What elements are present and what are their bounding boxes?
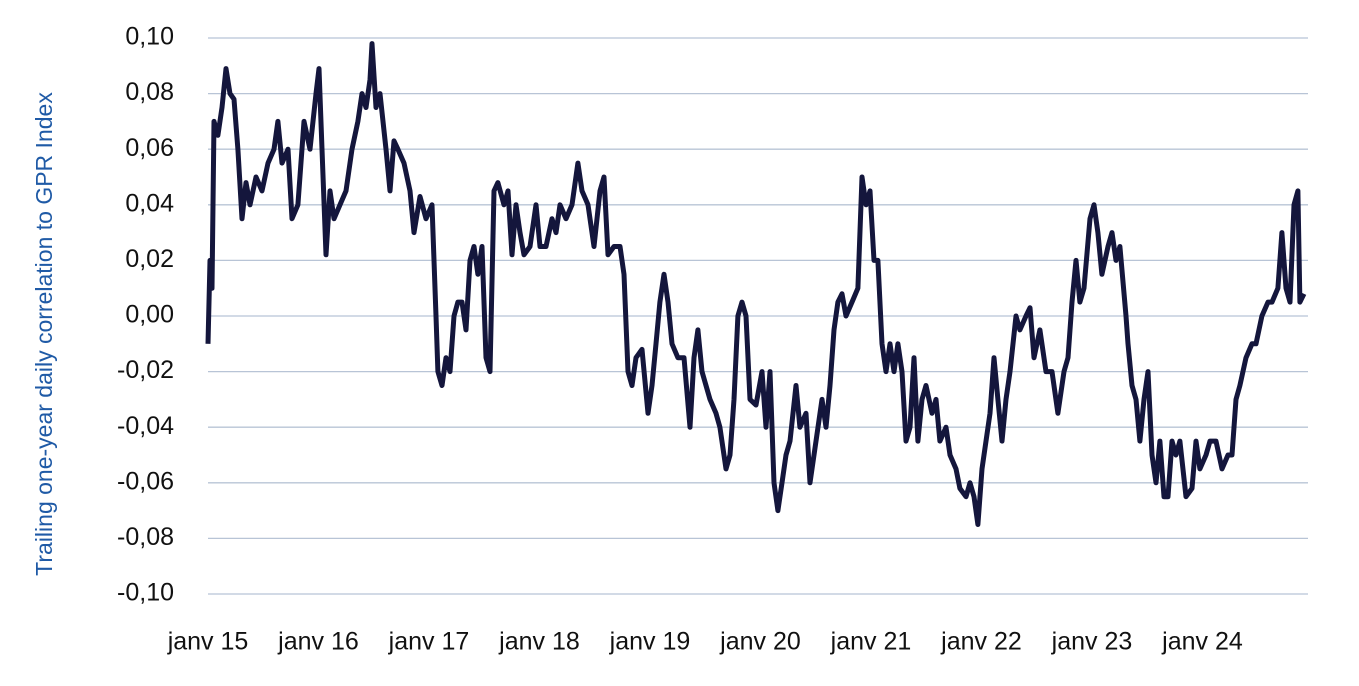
y-tick-label: 0,04 — [125, 189, 174, 217]
x-tick-label: janv 19 — [609, 628, 691, 656]
x-tick-label: janv 21 — [830, 628, 912, 656]
x-tick-label: janv 17 — [388, 628, 470, 656]
x-tick-label: janv 20 — [719, 628, 801, 656]
data-line — [205, 41, 1307, 527]
x-tick-label: janv 22 — [940, 628, 1022, 656]
y-axis-title: Trailing one-year daily correlation to G… — [31, 92, 57, 576]
y-tick-label: -0,06 — [117, 467, 174, 495]
y-tick-label: -0,08 — [117, 523, 174, 551]
y-tick-label: -0,10 — [117, 579, 174, 607]
x-tick-label: janv 18 — [498, 628, 580, 656]
y-tick-label: 0,00 — [125, 301, 174, 329]
x-tick-label: janv 23 — [1051, 628, 1133, 656]
x-tick-label: janv 24 — [1161, 628, 1243, 656]
y-tick-label: 0,02 — [125, 245, 174, 273]
x-tick-label: janv 16 — [277, 628, 359, 656]
y-tick-label: 0,08 — [125, 78, 174, 106]
y-tick-label: 0,10 — [125, 23, 174, 51]
x-tick-label: janv 15 — [167, 628, 249, 656]
y-tick-label: 0,06 — [125, 134, 174, 162]
y-tick-label: -0,04 — [117, 412, 174, 440]
y-tick-label: -0,02 — [117, 356, 174, 384]
